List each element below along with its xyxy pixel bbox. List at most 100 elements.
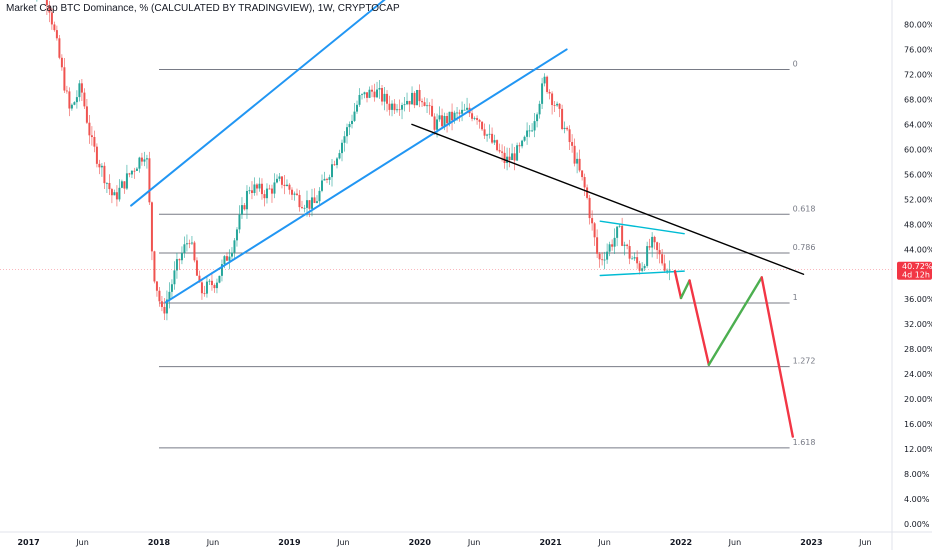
candle-body bbox=[240, 205, 243, 215]
candle-body bbox=[376, 89, 379, 98]
candle-body bbox=[346, 127, 349, 137]
candle-body bbox=[338, 153, 341, 159]
candle-body bbox=[563, 127, 566, 129]
candle-body bbox=[393, 103, 396, 111]
candle-body bbox=[260, 183, 263, 195]
candle-body bbox=[90, 135, 93, 138]
candle-body bbox=[576, 158, 579, 164]
projection-up-leg bbox=[707, 276, 763, 366]
candle-body bbox=[326, 178, 329, 180]
drawing-lines bbox=[0, 0, 892, 438]
time-axis-tick: 2017 bbox=[17, 538, 39, 547]
candle-body bbox=[150, 202, 153, 252]
current-price-marker bbox=[897, 261, 932, 280]
candle-body bbox=[48, 5, 51, 13]
candle-body bbox=[235, 229, 238, 241]
time-axis-tick: Jun bbox=[728, 538, 742, 547]
candle-body bbox=[190, 242, 193, 244]
candle-body bbox=[406, 100, 409, 105]
candlestick-series bbox=[36, 0, 671, 321]
candle-body bbox=[163, 306, 166, 314]
candle-body bbox=[351, 120, 354, 125]
candle-body bbox=[245, 190, 248, 210]
candle-body bbox=[488, 133, 491, 135]
candle-body bbox=[558, 103, 561, 109]
price-axis-tick: 16.00% bbox=[904, 420, 932, 429]
candle-body bbox=[358, 94, 361, 105]
candle-body bbox=[123, 181, 126, 189]
candle-body bbox=[233, 240, 236, 253]
candle-body bbox=[388, 103, 391, 110]
candle-body bbox=[288, 184, 291, 190]
candle-body bbox=[483, 129, 486, 136]
candle-body bbox=[443, 116, 446, 127]
candle-body bbox=[263, 194, 266, 199]
candle-body bbox=[361, 94, 364, 96]
price-axis-tick: 64.00% bbox=[904, 120, 932, 129]
candle-body bbox=[200, 282, 203, 294]
candle-body bbox=[223, 256, 226, 265]
time-axis-tick: Jun bbox=[75, 538, 89, 547]
triangle-upper-line bbox=[599, 220, 685, 235]
candle-body bbox=[653, 236, 656, 243]
time-axis-tick: Jun bbox=[467, 538, 481, 547]
candle-body bbox=[566, 127, 569, 130]
time-axis-tick: 2018 bbox=[148, 538, 171, 547]
candle-body bbox=[155, 281, 158, 291]
price-axis-tick: 4.00% bbox=[904, 495, 930, 504]
candle-body bbox=[556, 103, 559, 106]
time-axis-tick: Jun bbox=[858, 538, 872, 547]
candle-body bbox=[616, 226, 619, 238]
price-axis[interactable]: 80.00% 76.00% 72.00% 68.00% 64.00% 60.00% 56.0… bbox=[891, 0, 932, 550]
candle-body bbox=[98, 163, 101, 168]
candle-body bbox=[598, 253, 601, 260]
candle-body bbox=[398, 109, 401, 111]
candle-body bbox=[198, 275, 201, 283]
candle-body bbox=[341, 142, 344, 154]
candle-body bbox=[173, 270, 176, 285]
candle-body bbox=[115, 192, 118, 200]
candle-body bbox=[243, 205, 246, 210]
candle-body bbox=[401, 105, 404, 110]
candle-body bbox=[378, 88, 381, 90]
candle-body bbox=[571, 142, 574, 146]
candle-body bbox=[448, 111, 451, 124]
candle-body bbox=[506, 156, 509, 163]
candle-body bbox=[591, 218, 594, 224]
candle-body bbox=[278, 176, 281, 179]
fib-level-label: 1 bbox=[793, 293, 798, 302]
candle-body bbox=[436, 119, 439, 130]
candle-body bbox=[348, 124, 351, 128]
candle-body bbox=[160, 301, 163, 307]
candle-body bbox=[303, 207, 306, 209]
candle-body bbox=[431, 105, 434, 117]
candle-body bbox=[573, 145, 576, 164]
candle-body bbox=[218, 275, 221, 283]
candle-body bbox=[178, 259, 181, 261]
time-axis[interactable]: 2017 Jun 2018 Jun 2019 Jun 2020 Jun 2021 Jun 2022 J… bbox=[0, 531, 932, 547]
candle-body bbox=[501, 151, 504, 153]
candle-body bbox=[518, 145, 521, 147]
candle-body bbox=[105, 182, 108, 184]
price-axis-tick: 72.00% bbox=[904, 70, 932, 79]
candle-body bbox=[656, 242, 659, 251]
candle-body bbox=[633, 257, 636, 259]
candle-body bbox=[145, 158, 148, 160]
projection-down-leg bbox=[688, 279, 711, 366]
fib-level-label: 0.618 bbox=[793, 204, 816, 213]
candle-body bbox=[165, 299, 168, 314]
candle-body bbox=[193, 242, 196, 261]
candle-body bbox=[75, 97, 78, 103]
fib-level-label: 0 bbox=[793, 59, 798, 68]
candle-body bbox=[363, 92, 366, 95]
candle-body bbox=[148, 158, 151, 203]
candle-body bbox=[661, 254, 664, 264]
candle-body bbox=[606, 251, 609, 260]
candle-body bbox=[135, 168, 138, 171]
candle-body bbox=[78, 83, 81, 98]
candle-body bbox=[636, 257, 639, 264]
candle-body bbox=[205, 281, 208, 294]
candle-body bbox=[546, 76, 549, 92]
candle-body bbox=[230, 252, 233, 257]
